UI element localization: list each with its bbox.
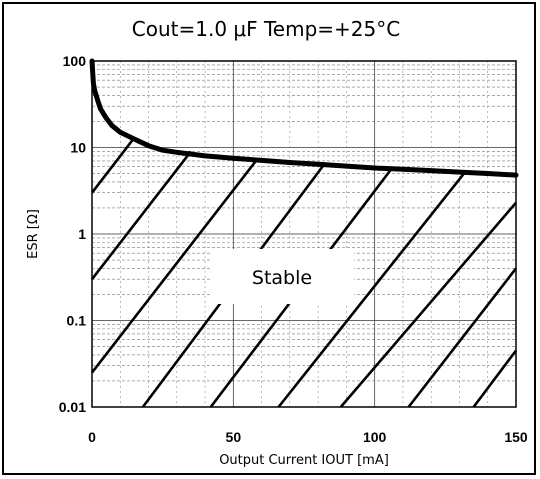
chart-figure: Cout=1.0 μF Temp=+25°C Stable 0 50 100 150 … — [26, 17, 528, 468]
plot-area — [91, 60, 517, 408]
hatch-line — [339, 201, 517, 408]
series-layer — [89, 58, 519, 178]
stable-label-box — [210, 249, 354, 304]
chart-frame: Cout=1.0 μF Temp=+25°C Stable 0 50 100 150 … — [2, 2, 536, 475]
hatch-line — [407, 267, 518, 408]
hatch-lines — [90, 136, 518, 408]
y-tick-label: 1 — [78, 226, 86, 242]
esr-boundary-line — [89, 58, 519, 178]
hatch-line — [90, 136, 136, 194]
grid — [92, 61, 516, 407]
y-tick-label: 100 — [63, 53, 87, 69]
chart-title: Cout=1.0 μF Temp=+25°C — [132, 17, 400, 41]
hatch-line — [277, 171, 467, 408]
stable-label: Stable — [252, 267, 312, 289]
y-tick-label: 0.01 — [59, 399, 86, 415]
x-tick-label: 50 — [226, 429, 242, 445]
y-tick-labels: 0.01 0.1 1 10 100 — [59, 53, 86, 415]
y-tick-label: 10 — [70, 140, 86, 156]
x-tick-labels: 0 50 100 150 — [88, 429, 528, 445]
hatch-line — [472, 349, 518, 408]
x-tick-label: 0 — [88, 429, 96, 445]
x-axis-label: Output Current IOUT [mA] — [219, 453, 389, 468]
hatch-line — [90, 150, 192, 281]
x-tick-label: 150 — [504, 429, 528, 445]
x-tick-label: 100 — [363, 429, 387, 445]
y-tick-label: 0.1 — [67, 313, 87, 329]
hatch-line — [90, 160, 257, 374]
y-axis-label: ESR [Ω] — [26, 209, 41, 259]
